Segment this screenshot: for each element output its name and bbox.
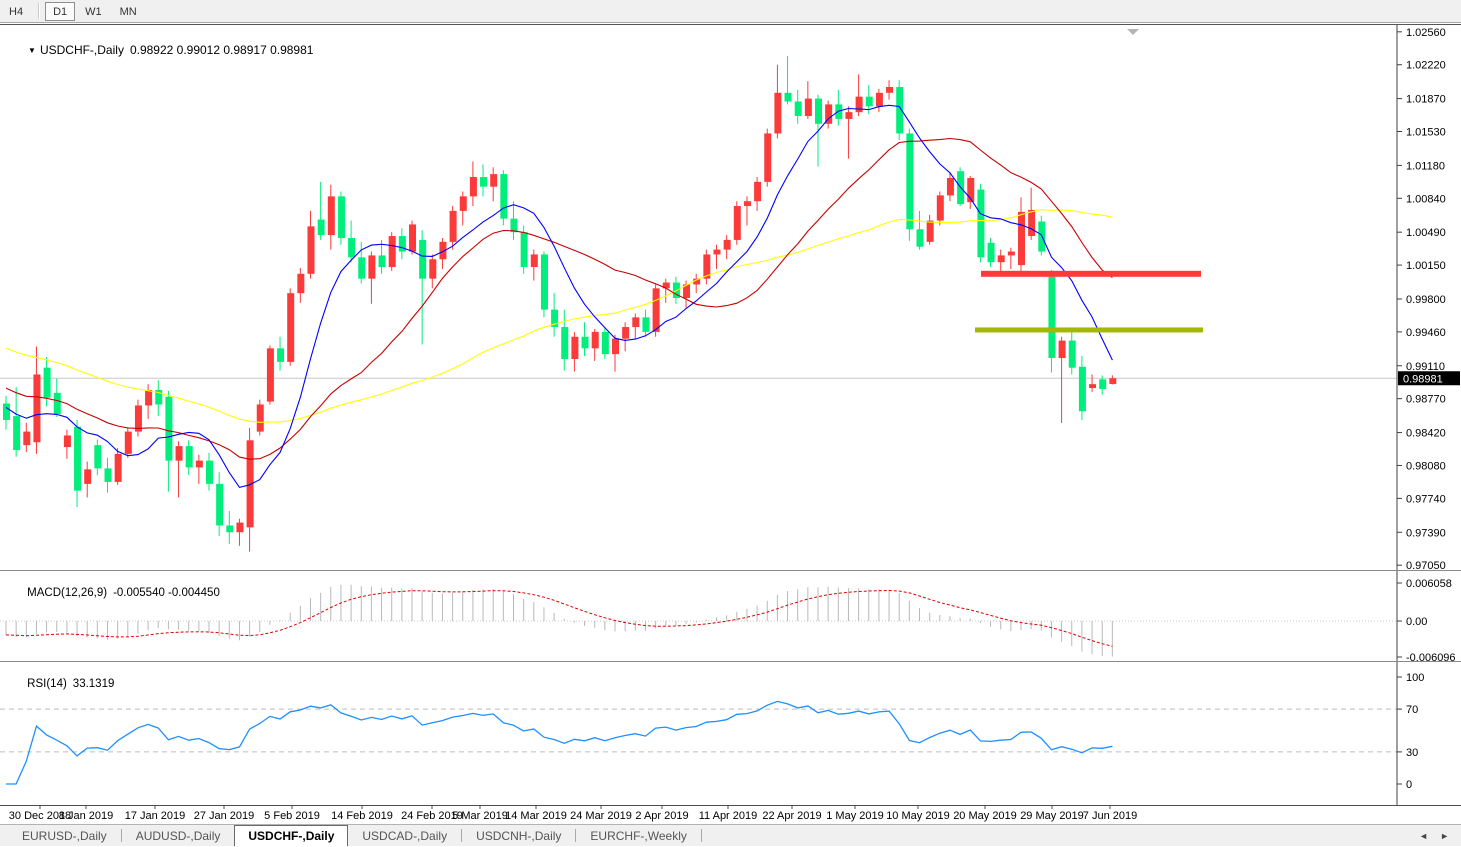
svg-text:70: 70	[1406, 704, 1418, 716]
svg-text:0.00: 0.00	[1406, 616, 1427, 628]
svg-text:100: 100	[1406, 672, 1424, 684]
tab-separator	[461, 829, 463, 842]
tab-scroll-arrows: ◄ ►	[1419, 825, 1449, 847]
svg-text:5 Mar 2019: 5 Mar 2019	[452, 810, 508, 822]
rsi-label: RSI(14) 33.1319	[8, 666, 114, 702]
timeframe-button-w1[interactable]: W1	[77, 2, 110, 21]
chart-symbol-label: USDCHF-,Daily	[39, 43, 124, 57]
toolbar-separator	[38, 3, 41, 19]
svg-text:0.98981: 0.98981	[1403, 373, 1443, 385]
chart-dropdown-icon[interactable]: ▼	[28, 46, 36, 55]
tab-scroll-left-icon[interactable]: ◄	[1419, 831, 1429, 841]
timeframe-button-mn[interactable]: MN	[112, 2, 145, 21]
tab-separator	[700, 829, 702, 842]
main-chart-panel[interactable]: ▼ USDCHF-,Daily 0.98922 0.99012 0.98917 0.…	[0, 24, 1461, 570]
tab-audusd-daily[interactable]: AUDUSD-,Daily	[135, 828, 221, 843]
chart-title: ▼ USDCHF-,Daily 0.98922 0.99012 0.98917 0.…	[8, 29, 313, 71]
svg-text:1.01870: 1.01870	[1406, 94, 1446, 106]
svg-text:1.01180: 1.01180	[1406, 160, 1445, 172]
svg-text:1 May 2019: 1 May 2019	[826, 810, 883, 822]
chart-ohlc-values: 0.98922 0.99012 0.98917 0.98981	[129, 43, 314, 57]
timeframe-button-d1[interactable]: D1	[45, 1, 76, 21]
svg-text:30 Dec 2018: 30 Dec 2018	[9, 810, 71, 822]
svg-text:20 May 2019: 20 May 2019	[953, 810, 1017, 822]
tab-usdchf-daily[interactable]: USDCHF-,Daily	[234, 825, 349, 846]
rsi-name: RSI(14)	[27, 678, 67, 690]
timeframe-toolbar: H4 D1 W1 MN	[0, 0, 1461, 23]
rsi-panel[interactable]: RSI(14) 33.1319 100 70 30 0	[0, 661, 1461, 805]
svg-text:11 Apr 2019: 11 Apr 2019	[699, 810, 758, 822]
svg-text:1.00840: 1.00840	[1406, 193, 1446, 205]
svg-text:17 Jan 2019: 17 Jan 2019	[125, 810, 186, 822]
svg-text:8 Jan 2019: 8 Jan 2019	[59, 810, 113, 822]
timeframe-button-h4[interactable]: H4	[1, 2, 31, 21]
svg-text:1.02560: 1.02560	[1406, 27, 1446, 39]
svg-text:0: 0	[1406, 779, 1412, 791]
svg-text:0.97390: 0.97390	[1406, 527, 1446, 539]
svg-text:0.98770: 0.98770	[1406, 394, 1446, 406]
macd-values: -0.005540 -0.004450	[113, 587, 220, 599]
svg-text:27 Jan 2019: 27 Jan 2019	[194, 810, 255, 822]
tab-usdcnh-daily[interactable]: USDCNH-,Daily	[476, 828, 562, 843]
tab-separator	[120, 829, 122, 842]
rsi-canvas[interactable]: 100 70 30 0	[0, 662, 1461, 805]
chart-stack: ▼ USDCHF-,Daily 0.98922 0.99012 0.98917 0.…	[0, 24, 1461, 824]
tab-eurusd-daily[interactable]: EURUSD-,Daily	[22, 828, 107, 843]
macd-panel[interactable]: MACD(12,26,9) -0.005540 -0.004450 0.00605…	[0, 570, 1461, 661]
tab-eurchf-weekly[interactable]: EURCHF-,Weekly	[590, 828, 687, 843]
price-chart-canvas[interactable]: 1.02560 1.02220 1.01870 1.01530 1.01180 1.008…	[0, 25, 1461, 570]
macd-canvas[interactable]: 0.006058 0.00 -0.006096	[0, 571, 1461, 661]
svg-text:24 Feb 2019: 24 Feb 2019	[401, 810, 463, 822]
svg-text:10 May 2019: 10 May 2019	[886, 810, 950, 822]
date-axis[interactable]: 30 Dec 2018 8 Jan 2019 17 Jan 2019 27 Jan 2…	[0, 805, 1461, 824]
tab-separator	[575, 829, 577, 842]
svg-text:1.00150: 1.00150	[1406, 260, 1446, 272]
svg-text:2 Apr 2019: 2 Apr 2019	[635, 810, 688, 822]
svg-text:0.99110: 0.99110	[1406, 361, 1445, 373]
svg-text:14 Mar 2019: 14 Mar 2019	[505, 810, 567, 822]
svg-text:0.97050: 0.97050	[1406, 560, 1446, 570]
svg-text:14 Feb 2019: 14 Feb 2019	[331, 810, 393, 822]
svg-text:7 Jun 2019: 7 Jun 2019	[1083, 810, 1137, 822]
svg-text:29 May 2019: 29 May 2019	[1020, 810, 1084, 822]
svg-text:1.01530: 1.01530	[1406, 127, 1446, 139]
svg-text:1.02220: 1.02220	[1406, 60, 1446, 72]
tab-scroll-right-icon[interactable]: ►	[1440, 831, 1449, 841]
svg-text:-0.006096: -0.006096	[1406, 652, 1456, 661]
tab-usdcad-daily[interactable]: USDCAD-,Daily	[362, 828, 448, 843]
svg-text:5 Feb 2019: 5 Feb 2019	[264, 810, 320, 822]
svg-text:1.00490: 1.00490	[1406, 227, 1446, 239]
macd-name: MACD(12,26,9)	[27, 587, 108, 599]
svg-text:24 Mar 2019: 24 Mar 2019	[570, 810, 632, 822]
rsi-value: 33.1319	[72, 678, 115, 690]
macd-label: MACD(12,26,9) -0.005540 -0.004450	[8, 575, 220, 611]
svg-text:0.98420: 0.98420	[1406, 428, 1446, 440]
svg-text:30: 30	[1406, 747, 1418, 759]
svg-text:22 Apr 2019: 22 Apr 2019	[762, 810, 821, 822]
chart-tab-bar: EURUSD-,Daily AUDUSD-,Daily USDCHF-,Dail…	[0, 824, 1461, 846]
svg-text:0.99460: 0.99460	[1406, 327, 1446, 339]
svg-text:0.99800: 0.99800	[1406, 294, 1446, 306]
svg-text:0.97740: 0.97740	[1406, 493, 1446, 505]
svg-text:0.98080: 0.98080	[1406, 460, 1446, 472]
svg-text:0.006058: 0.006058	[1406, 578, 1452, 590]
